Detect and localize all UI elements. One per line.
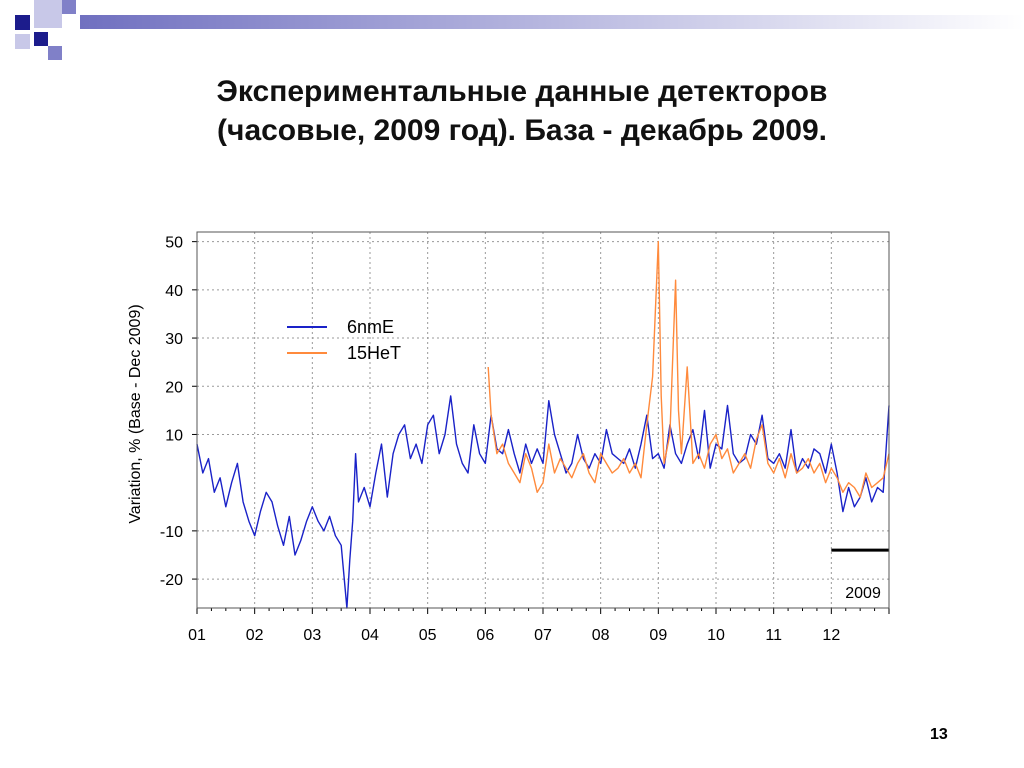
- header-square-mid-2: [48, 46, 62, 60]
- slide-title-line-1: Экспериментальные данные детекторов: [216, 75, 828, 108]
- header-square-light-1: [34, 0, 62, 28]
- page-number: 13: [930, 726, 948, 743]
- x-tick-label: 06: [476, 627, 494, 644]
- x-tick-label: 12: [822, 627, 840, 644]
- slide-title-line-2: (часовые, 2009 год). База - декабрь 2009…: [217, 114, 827, 147]
- series-line-6nmE: [196, 395, 890, 609]
- x-tick-label: 04: [361, 627, 379, 644]
- x-tick-label: 10: [707, 627, 725, 644]
- y-tick-label: 10: [165, 427, 183, 444]
- slide-title: Экспериментальные данные детекторов (час…: [110, 72, 934, 150]
- y-tick-label: 50: [165, 235, 183, 252]
- x-tick-label: 01: [188, 627, 206, 644]
- plot-area: [197, 232, 889, 608]
- legend-label-15HeT: 15HeT: [347, 343, 401, 363]
- x-tick-label: 03: [303, 627, 321, 644]
- series-line-15HeT: [487, 240, 890, 498]
- header-square-mid-1: [62, 0, 76, 14]
- y-tick-label: 40: [165, 283, 183, 300]
- annotation-year: 2009: [845, 585, 881, 602]
- legend-label-6nmE: 6nmE: [347, 317, 394, 337]
- y-axis-label: Variation, % (Base - Dec 2009): [127, 304, 144, 523]
- legend: 6nmE 15HeT: [287, 317, 401, 363]
- plot-frame: [196, 231, 890, 609]
- header-gradient-bar: [80, 15, 1024, 29]
- x-tick-label: 07: [534, 627, 552, 644]
- x-tick-label: 05: [419, 627, 437, 644]
- y-tick-label: 20: [165, 379, 183, 396]
- grid-lines: [197, 232, 889, 608]
- header-square-dark-1: [15, 15, 30, 30]
- variation-chart: 50 40 30 20 10 -10 -20 01 02 03 04 05 06 07 08 09 10 11 12…: [127, 231, 890, 644]
- header-square-light-2: [15, 34, 30, 49]
- y-tick-label: -20: [160, 572, 183, 589]
- x-tick-label: 09: [649, 627, 667, 644]
- y-tick-label: 30: [165, 331, 183, 348]
- x-tick-label: 08: [592, 627, 610, 644]
- x-tick-label: 02: [246, 627, 264, 644]
- x-tick-label: 11: [765, 627, 782, 644]
- y-tick-label: -10: [160, 524, 183, 541]
- header-square-dark-2: [34, 32, 48, 46]
